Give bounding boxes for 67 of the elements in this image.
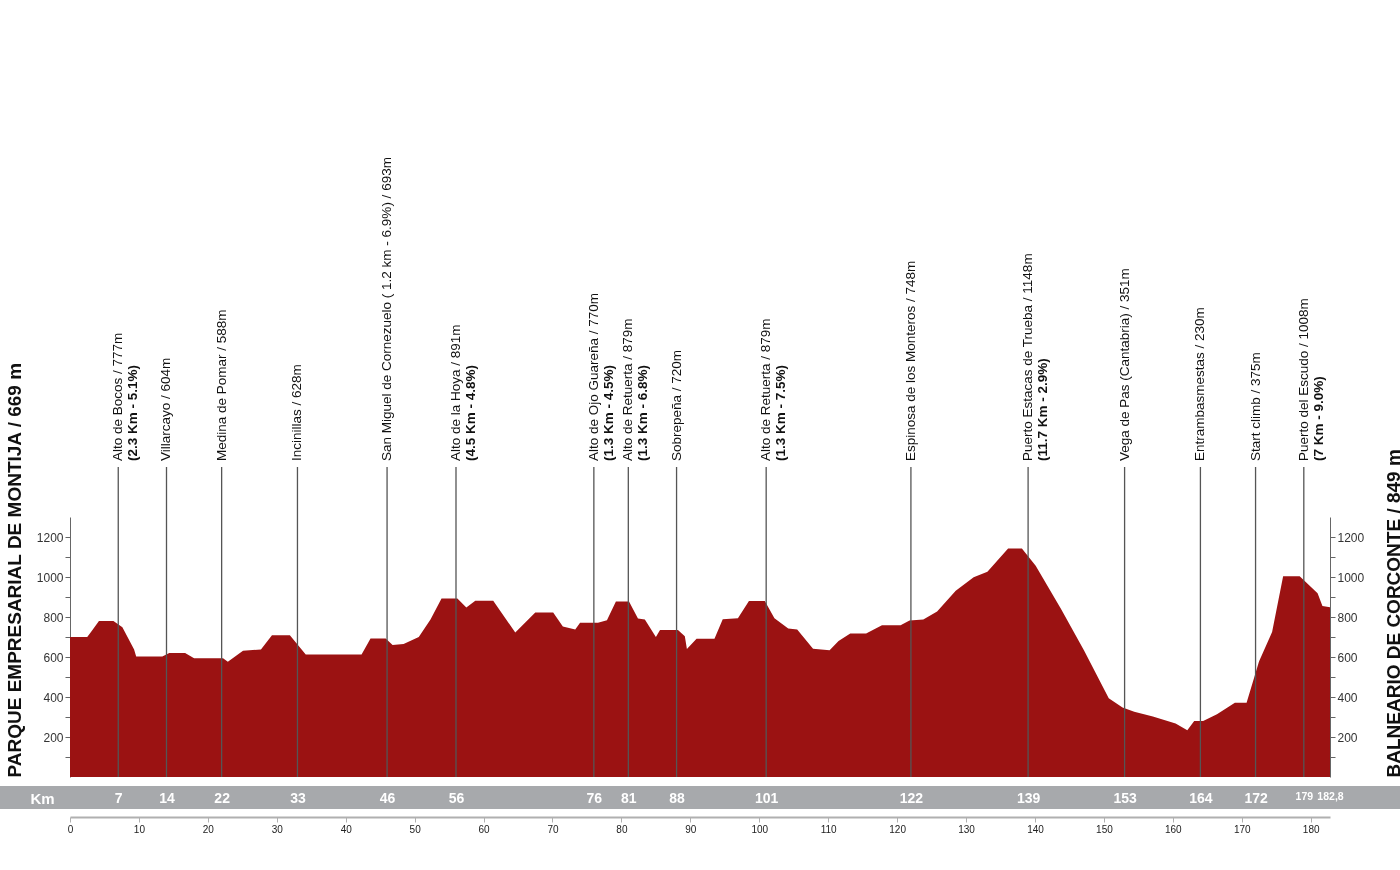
x2-tick-label: 46 xyxy=(379,789,396,806)
x2-axis-title: Km xyxy=(30,789,55,807)
x2-tick-label: 101 xyxy=(754,789,779,806)
x2-tick-label: 33 xyxy=(290,789,306,806)
x-tick-label: 150 xyxy=(1096,823,1114,835)
x2-tick-label: 88 xyxy=(669,789,686,806)
x-tick-label: 40 xyxy=(340,823,353,835)
text: Puerto del Escudo / 1008m (7 Km - 9.0%) xyxy=(1295,298,1326,461)
x2-tick-label: 7 xyxy=(114,789,123,806)
ref-line-label: Espinosa de los Monteros / 748m xyxy=(902,260,918,461)
ref-line-label: Entrambasmestas / 230m xyxy=(1192,307,1208,461)
x-tick-label: 160 xyxy=(1165,823,1183,835)
x2-tick-label: 14 xyxy=(159,789,175,806)
x2-tick-label: 122 xyxy=(899,789,924,806)
x2-tick-label: 56 xyxy=(448,789,465,806)
x-tick-label: 60 xyxy=(478,823,491,835)
text: Alto de Ojo Guareña / 770m (1.3 Km - 4.5%) xyxy=(585,292,616,461)
x2-tick-label: 139 xyxy=(1016,789,1041,806)
y2-tick-label: 600 xyxy=(1337,650,1358,665)
x2-tick-label: 81 xyxy=(621,789,637,806)
x2-tick-label: 76 xyxy=(586,789,603,806)
y2-tick-label: 200 xyxy=(1337,730,1358,745)
y2-tick-label: 1000 xyxy=(1337,570,1365,585)
text: Alto de Bocos / 777m (2.3 Km - 5.1%) xyxy=(110,332,141,461)
text: Alto de Retuerta / 879m (1.3 Km - 7.5%) xyxy=(758,318,789,461)
x-tick-label: 140 xyxy=(1027,823,1045,835)
x2-tick-label: 179 xyxy=(1295,789,1314,802)
x-tick-label: 180 xyxy=(1302,823,1320,835)
x-tick-label: 90 xyxy=(685,823,697,835)
y-tick-label: 600 xyxy=(43,650,64,665)
y2-tick-label: 1200 xyxy=(1337,530,1365,545)
ref-line-label: Villarcayo / 604m xyxy=(158,357,174,461)
y-tick-label: 1200 xyxy=(36,530,64,545)
y2-axis-title: BALNEARIO DE CORCONTE / 849 m xyxy=(1383,449,1400,778)
y-tick-label: 200 xyxy=(43,730,64,745)
x-tick-label: 80 xyxy=(616,823,628,835)
x-tick-label: 0 xyxy=(67,823,74,835)
x-tick-label: 170 xyxy=(1233,823,1252,835)
ref-line-label: Incinillas / 628m xyxy=(289,364,305,461)
x-tick-label: 110 xyxy=(820,823,838,835)
x-tick-label: 130 xyxy=(958,823,976,835)
x-tick-label: 100 xyxy=(751,823,769,835)
y2-tick-label: 800 xyxy=(1337,610,1358,625)
text: Puerto Estacas de Trueba / 1148m (11.7 Km - 2.9%) xyxy=(1020,253,1051,461)
ref-line-label: Sobrepeña / 720m xyxy=(668,349,684,461)
y-axis-title: PARQUE EMPRESARIAL DE MONTIJA / 669 m xyxy=(3,362,25,778)
ref-line-label: Medina de Pomar / 588m xyxy=(213,309,229,461)
x2-tick-label: 164 xyxy=(1189,789,1213,806)
text: Alto de Retuerta / 879m (1.3 Km - 6.8%) xyxy=(620,318,651,461)
y-tick-label: 1000 xyxy=(36,570,64,585)
y-tick-label: 400 xyxy=(43,690,64,705)
ref-line-label: Vega de Pas (Cantabria) / 351m xyxy=(1116,268,1132,461)
x2-tick-label: 22 xyxy=(214,789,231,806)
ref-line-label: Start climb / 375m xyxy=(1247,352,1263,461)
x-tick-label: 20 xyxy=(202,823,215,835)
text: Alto de la Hoya / 891m (4.5 Km - 4.8%) xyxy=(448,324,478,461)
x2-tick-label: 153 xyxy=(1113,789,1137,806)
x-tick-label: 50 xyxy=(409,823,422,835)
x2-tick-label: 172 xyxy=(1244,789,1268,806)
ref-line-label: San Miguel de Cornezuelo ( 1.2 km - 6.9%) / 693m xyxy=(379,157,395,461)
x-tick-label: 30 xyxy=(271,823,284,835)
x-tick-label: 70 xyxy=(547,823,559,835)
y-tick-label: 800 xyxy=(43,610,64,625)
y2-tick-label: 400 xyxy=(1337,690,1358,705)
x-tick-label: 10 xyxy=(133,823,146,835)
x2-tick-label: 182,8 xyxy=(1317,789,1344,802)
x-tick-label: 120 xyxy=(889,823,907,835)
